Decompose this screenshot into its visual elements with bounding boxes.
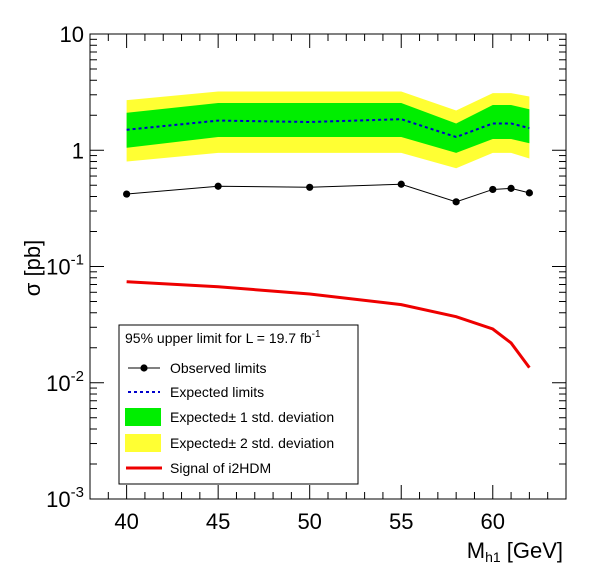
observed-point <box>123 190 131 198</box>
x-tick-label: 60 <box>481 509 505 534</box>
legend-entry-expected-1-std-deviation: Expected± 1 std. deviation <box>125 408 334 426</box>
y-axis-title: σ [pb] <box>20 240 45 296</box>
y-tick-label: 10-1 <box>46 252 84 280</box>
legend-title: 95% upper limit for L = 19.7 fb-1 <box>125 329 321 346</box>
legend-title-text: 95% upper limit for L = 19.7 fb <box>125 330 312 346</box>
legend-swatch-fill <box>125 434 161 452</box>
legend-label: Expected± 1 std. deviation <box>170 409 334 425</box>
band-expected-1-std-deviation <box>126 102 530 153</box>
observed-point <box>525 189 533 197</box>
legend-entry-expected-limits: Expected limits <box>128 384 264 400</box>
legend: 95% upper limit for L = 19.7 fb-1 Observ… <box>118 324 359 485</box>
observed-point <box>507 184 515 192</box>
series-line-observed <box>126 183 530 203</box>
axes: 40 45 50 55 60 10-3 10-2 10-1 1 10 <box>46 22 567 534</box>
legend-label: Observed limits <box>170 360 266 376</box>
legend-entry-observed-limits: Observed limits <box>128 360 266 376</box>
legend-label: Signal of i2HDM <box>170 460 271 476</box>
x-axis-title-rest: [GeV] <box>501 538 563 563</box>
legend-title-superscript: -1 <box>312 329 321 340</box>
legend-box <box>118 324 359 485</box>
legend-label: Expected± 2 std. deviation <box>170 435 334 451</box>
x-tick-label: 40 <box>114 509 138 534</box>
series-line-signal <box>126 280 531 369</box>
y-tick-label: 10 <box>60 22 84 47</box>
x-tick-label: 45 <box>206 509 230 534</box>
legend-swatch-marker <box>140 364 148 372</box>
observed-point <box>214 182 222 190</box>
observed-point <box>489 185 497 194</box>
legend-entries: Observed limits Expected limits Expected± … <box>125 360 334 476</box>
observed-point <box>306 183 314 191</box>
x-axis-title-main: M <box>467 538 485 563</box>
observed-point <box>397 180 405 188</box>
legend-label: Expected limits <box>170 384 264 400</box>
y-tick-label: 10-2 <box>46 368 84 396</box>
x-axis-title: Mh1 [GeV] <box>467 538 563 565</box>
legend-swatch-fill <box>125 408 161 426</box>
plot-area <box>123 91 533 369</box>
y-tick-label: 10-3 <box>46 484 84 512</box>
x-tick-label: 50 <box>297 509 321 534</box>
x-tick-label: 55 <box>389 509 413 534</box>
legend-entry-expected-2-std-deviation: Expected± 2 std. deviation <box>125 434 334 452</box>
y-tick-label: 1 <box>72 138 84 163</box>
observed-point <box>452 198 460 206</box>
legend-entry-signal-of-i2hdm: Signal of i2HDM <box>126 460 271 476</box>
x-axis-title-subscript: h1 <box>485 549 501 565</box>
